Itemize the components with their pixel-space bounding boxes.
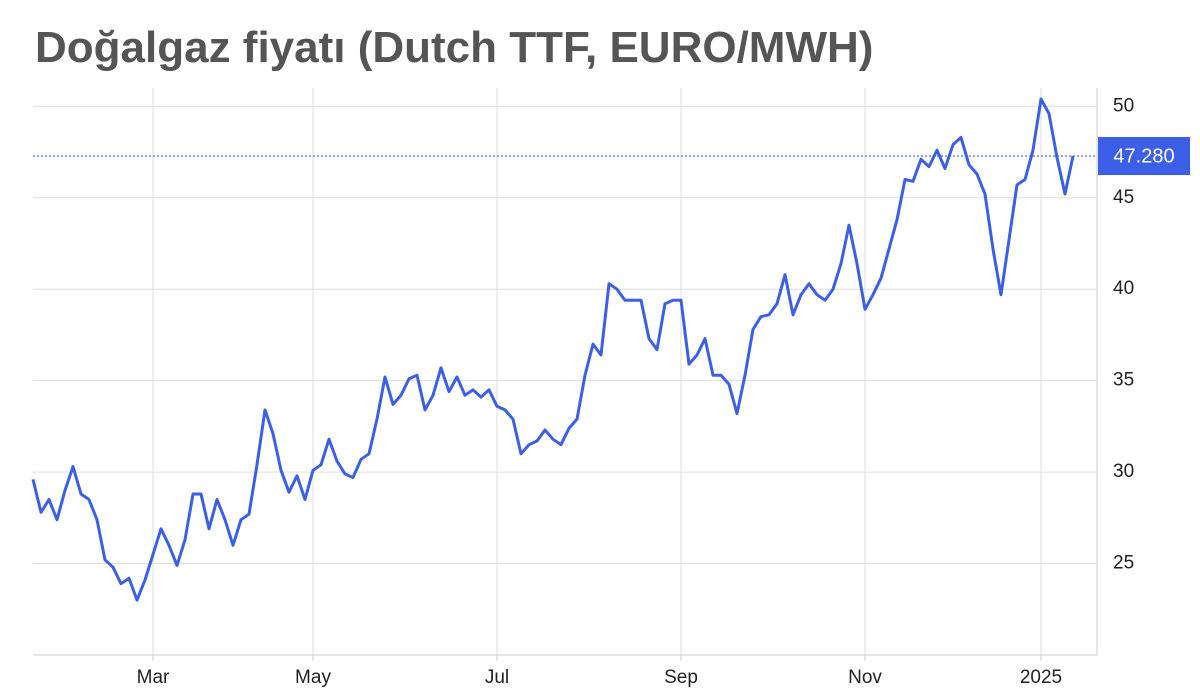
x-tick-label: May: [295, 667, 331, 688]
chart-title: Doğalgaz fiyatı (Dutch TTF, EURO/MWH): [35, 23, 873, 72]
y-tick-label: 35: [1113, 370, 1134, 391]
current-value-box: [1098, 137, 1190, 176]
x-tick-label: Mar: [137, 667, 170, 688]
x-tick-label: Nov: [848, 667, 882, 688]
x-tick-label: Jul: [485, 667, 509, 688]
x-tick-label: Sep: [664, 667, 698, 688]
price-line: [31, 97, 1075, 602]
y-tick-label: 45: [1113, 187, 1134, 208]
y-tick-label: 25: [1113, 553, 1134, 574]
y-tick-label: 30: [1113, 461, 1134, 482]
y-tick-label: 40: [1113, 278, 1134, 299]
current-value-label: 47.280: [1113, 145, 1174, 167]
x-tick-label: 2025: [1020, 667, 1062, 688]
y-tick-label: 50: [1113, 95, 1134, 116]
